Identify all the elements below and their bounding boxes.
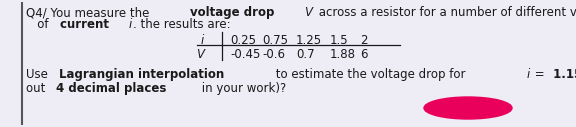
- Text: -0.6: -0.6: [262, 48, 285, 61]
- Ellipse shape: [424, 97, 512, 119]
- Text: Use: Use: [26, 68, 52, 81]
- Text: 1.15,: 1.15,: [548, 68, 576, 81]
- Text: 1.25: 1.25: [296, 34, 322, 47]
- Text: i: i: [128, 18, 132, 31]
- Text: Q4/ You measure the: Q4/ You measure the: [26, 6, 153, 19]
- Text: out: out: [26, 82, 49, 95]
- Text: 1.5: 1.5: [330, 34, 348, 47]
- Text: to estimate the voltage drop for: to estimate the voltage drop for: [272, 68, 469, 81]
- Text: 2: 2: [360, 34, 367, 47]
- Text: in your work)?: in your work)?: [198, 82, 286, 95]
- Text: V: V: [304, 6, 312, 19]
- Text: across a resistor for a number of different values: across a resistor for a number of differ…: [314, 6, 576, 19]
- Text: 6: 6: [360, 48, 367, 61]
- Text: 0.7: 0.7: [296, 48, 314, 61]
- Text: 4 decimal places: 4 decimal places: [56, 82, 166, 95]
- Text: i: i: [201, 34, 204, 47]
- Text: 0.25: 0.25: [230, 34, 256, 47]
- Text: Lagrangian interpolation: Lagrangian interpolation: [59, 68, 224, 81]
- Text: . the results are:: . the results are:: [132, 18, 230, 31]
- Text: 1.88: 1.88: [330, 48, 356, 61]
- Text: 0.75: 0.75: [262, 34, 288, 47]
- Text: i: i: [527, 68, 530, 81]
- Text: of: of: [26, 18, 52, 31]
- Text: current: current: [60, 18, 113, 31]
- Text: voltage drop: voltage drop: [190, 6, 279, 19]
- Text: -0.45: -0.45: [230, 48, 260, 61]
- Text: V: V: [196, 48, 204, 61]
- Text: =: =: [531, 68, 545, 81]
